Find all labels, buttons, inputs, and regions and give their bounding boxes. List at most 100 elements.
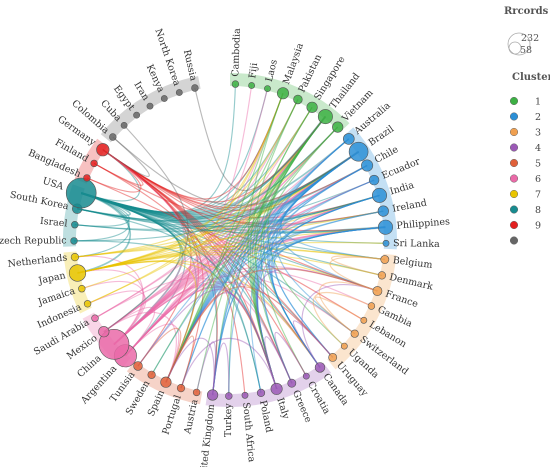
link-netherlands-belgium [74, 246, 385, 261]
node-sri-lanka[interactable] [382, 239, 390, 247]
label-cambodia: Cambodia [230, 28, 243, 77]
node-turkey[interactable] [225, 392, 233, 400]
node-gambia[interactable] [367, 302, 376, 310]
link-netherlands-pakistan [74, 99, 299, 258]
node-canada[interactable] [314, 362, 326, 373]
node-denmark[interactable] [377, 271, 387, 280]
node-philippines[interactable] [377, 219, 393, 235]
node-czech-republic[interactable] [70, 237, 78, 245]
node-india[interactable] [371, 187, 387, 203]
node-united-kingdom[interactable] [207, 389, 219, 401]
label-russia: Russia [181, 49, 199, 83]
node-singapore[interactable] [306, 101, 318, 113]
node-jamaica[interactable] [78, 285, 86, 293]
legend-cluster-label-4: 4 [535, 143, 541, 154]
link-usa-australia [80, 138, 350, 217]
node-colombia[interactable] [109, 133, 117, 141]
node-bangladesh[interactable] [83, 174, 91, 182]
node-iran[interactable] [146, 102, 154, 110]
node-spain[interactable] [160, 376, 172, 388]
link-brazil-belgium [280, 151, 385, 261]
label-france: France [384, 289, 420, 311]
node-saudi-arabia[interactable] [91, 314, 99, 322]
link-cuba-mexico [103, 125, 189, 333]
link-france-belgium [329, 256, 385, 292]
node-ecuador[interactable] [368, 174, 380, 186]
node-north-korea[interactable] [175, 89, 183, 96]
node-kenya[interactable] [160, 95, 168, 102]
link-argentina-gambia [125, 270, 372, 357]
link-china-italy [113, 284, 278, 390]
node-switzerland[interactable] [350, 329, 359, 338]
node-tunisia[interactable] [133, 361, 143, 371]
label-fiji: Fiji [247, 62, 260, 79]
legend-size-value-large: 232 [521, 33, 539, 44]
node-finland[interactable] [90, 159, 98, 168]
link-usa-israel [74, 192, 130, 227]
node-usa[interactable] [65, 177, 97, 209]
link-italy-portugal [180, 337, 278, 390]
node-cuba[interactable] [120, 122, 128, 129]
link-south-korea-india [77, 194, 380, 228]
node-south-africa[interactable] [241, 391, 249, 399]
link-brazil-france [279, 151, 378, 292]
node-vietnam[interactable] [332, 121, 344, 133]
node-china[interactable] [98, 328, 130, 360]
link-usa-spain [81, 192, 197, 383]
node-brazil[interactable] [348, 141, 369, 162]
label-chile: Chile [373, 144, 401, 166]
link-japan-denmark [77, 251, 383, 276]
link-finland-ireland [93, 162, 384, 225]
node-thailand[interactable] [317, 109, 333, 125]
node-laos[interactable] [264, 85, 271, 92]
link-thailand-turkey [228, 116, 326, 396]
link-south-korea-italy [77, 208, 278, 390]
link-australia-spain [165, 138, 350, 383]
node-russia[interactable] [191, 84, 199, 92]
link-pakistan-italy [249, 99, 299, 390]
node-malaysia[interactable] [276, 87, 289, 100]
node-mexico[interactable] [98, 326, 110, 338]
node-italy[interactable] [270, 382, 283, 395]
node-indonesia[interactable] [83, 300, 92, 308]
node-sweden[interactable] [147, 370, 156, 379]
node-uganda[interactable] [340, 342, 348, 350]
node-pakistan[interactable] [293, 94, 303, 105]
link-germany-thailand [102, 116, 326, 203]
link-philippines-turkey [228, 226, 386, 396]
node-greece[interactable] [287, 378, 297, 388]
link-argentina-italy [125, 286, 278, 390]
node-israel[interactable] [71, 221, 79, 229]
node-belgium[interactable] [380, 255, 390, 264]
link-argentina-brazil [124, 151, 360, 357]
node-group [65, 80, 393, 401]
node-australia[interactable] [342, 133, 355, 145]
link-usa-italy [81, 192, 278, 390]
link-japan-brazil [77, 151, 359, 274]
node-uruguay[interactable] [328, 352, 338, 362]
link-china-fiji [113, 85, 253, 345]
label-austria: Austria [182, 398, 200, 436]
link-germany-spain [102, 149, 199, 383]
link-mexico-philippines [103, 226, 386, 333]
link-china-canada [113, 281, 321, 368]
link-usa-pakistan [81, 99, 299, 214]
link-usa-poland [81, 192, 262, 394]
node-fiji[interactable] [248, 82, 255, 89]
link-spain-tunisia [137, 327, 182, 383]
node-austria[interactable] [192, 388, 201, 397]
node-france[interactable] [372, 286, 383, 296]
node-chile[interactable] [361, 159, 374, 172]
node-cambodia[interactable] [231, 80, 240, 88]
node-lebanon[interactable] [360, 316, 368, 324]
legend-cluster-label-7: 7 [535, 189, 541, 200]
node-germany[interactable] [96, 143, 110, 157]
node-egypt[interactable] [133, 111, 140, 119]
node-portugal[interactable] [176, 384, 186, 393]
node-netherlands[interactable] [70, 253, 79, 262]
node-croatia[interactable] [302, 372, 310, 380]
link-vietnam-italy [253, 126, 339, 390]
node-japan[interactable] [68, 264, 87, 282]
node-ireland[interactable] [377, 205, 389, 217]
node-poland[interactable] [256, 388, 266, 398]
